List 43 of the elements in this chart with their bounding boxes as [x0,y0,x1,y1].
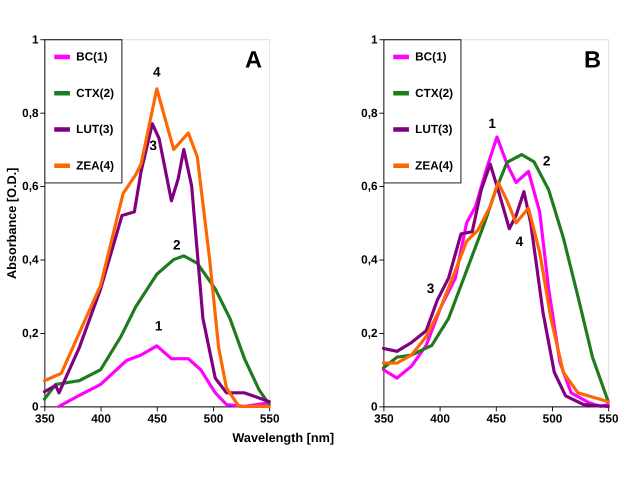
y-tick-label: 1 [32,33,39,46]
annotation: 1 [154,318,163,334]
legend-label: LUT(3) [76,123,114,136]
y-tick-label: 0 [371,400,378,414]
annotation: 3 [149,138,158,153]
x-tick-label: 400 [91,412,112,426]
x-tick-label: 450 [486,412,507,426]
y-tick-label: 0,6 [22,180,39,194]
legend-label: CTX(2) [415,86,454,100]
y-tick-label: 0,6 [361,180,378,194]
annotation: 4 [153,64,162,80]
x-tick-label: 450 [147,412,168,426]
annotation: B [584,46,601,72]
y-tick-label: 1 [371,33,378,46]
legend-label: BC(1) [415,50,447,64]
y-tick-label: 0,2 [361,327,378,340]
x-tick-label: 400 [430,412,450,426]
legend-label: BC(1) [76,50,108,64]
y-tick-label: 0,4 [22,254,39,267]
y-tick-label: 0,8 [361,106,378,120]
legend-label: ZEA(4) [415,159,454,172]
y-tick-label: 0,2 [22,327,39,340]
y-tick-label: 0 [32,400,39,414]
annotation: 1 [488,116,496,132]
annotation: 2 [542,153,551,168]
x-tick-label: 500 [542,412,563,426]
x-axis-title: Wavelength [nm] [232,431,334,446]
legend-label: LUT(3) [415,123,452,136]
annotation: 4 [516,234,524,249]
annotation: A [244,46,262,72]
annotation: 3 [426,281,435,296]
annotation: 2 [172,238,181,253]
y-axis-title: Absorbance [O.D.] [4,168,19,280]
legend-label: CTX(2) [76,86,114,100]
x-tick-label: 500 [204,412,224,426]
y-tick-label: 0,8 [22,106,39,120]
x-tick-label: 550 [260,412,280,426]
x-tick-label: 350 [374,412,394,426]
x-tick-label: 550 [598,412,619,426]
line-series [57,344,271,408]
legend-label: ZEA(4) [76,159,114,172]
x-tick-label: 350 [35,412,56,426]
y-tick-label: 0,4 [361,254,378,267]
